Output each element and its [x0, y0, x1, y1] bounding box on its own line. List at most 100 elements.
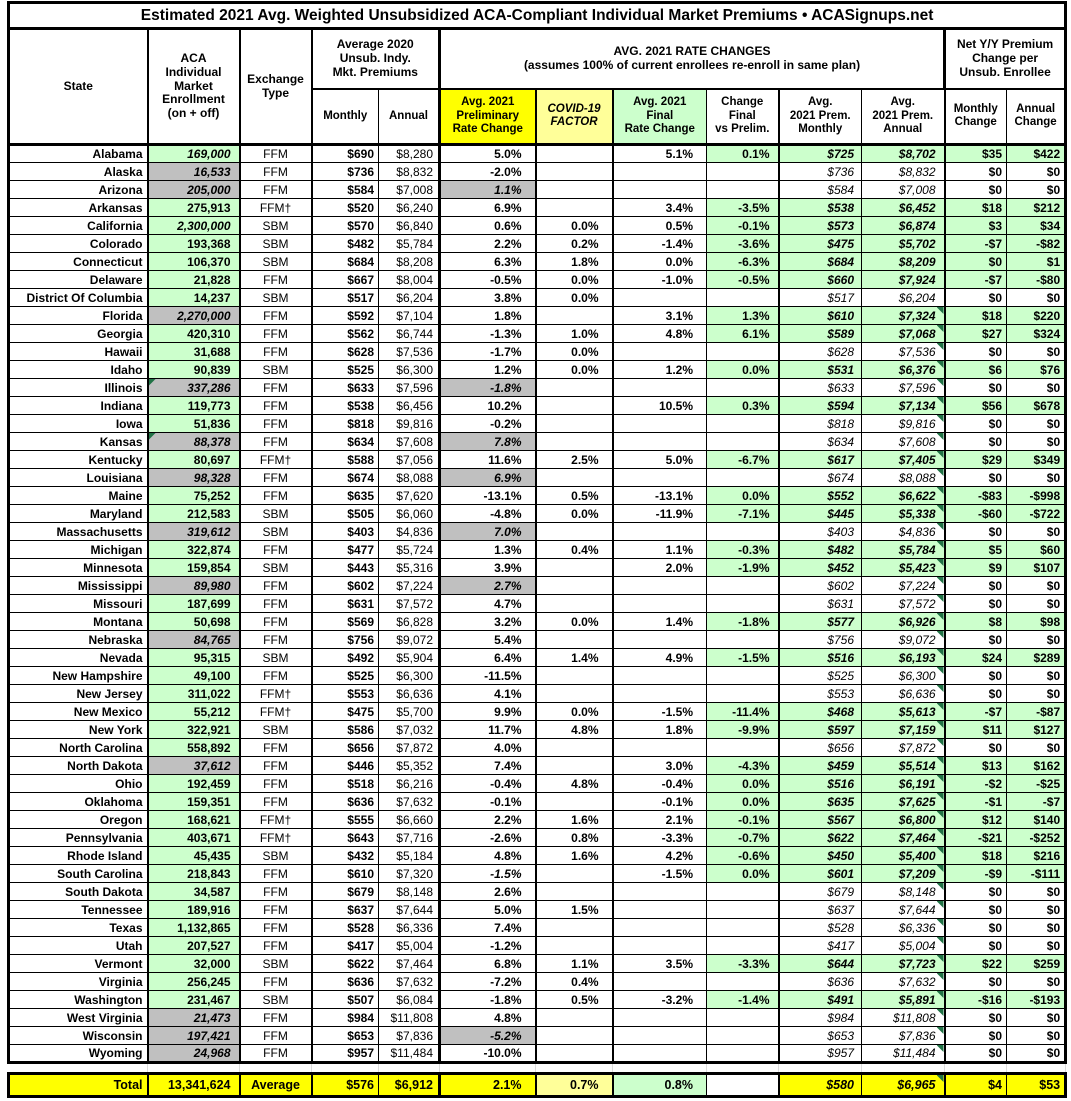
cell-net-monthly-change[interactable]: -$7 — [944, 702, 1007, 721]
cell-net-monthly-change[interactable]: $24 — [944, 648, 1007, 667]
cell-net-monthly-change[interactable]: $0 — [944, 1008, 1007, 1027]
cell-covid-factor[interactable] — [535, 576, 614, 595]
cell-net-annual-change[interactable]: $220 — [1006, 306, 1068, 325]
cell-monthly-2020[interactable]: $674 — [311, 468, 379, 487]
cell-change-vs-prelim[interactable] — [706, 1072, 780, 1098]
cell-2021-prem-monthly[interactable]: $601 — [778, 864, 862, 883]
cell-enrollment[interactable]: 231,467 — [147, 990, 241, 1009]
cell-net-monthly-change[interactable]: -$60 — [944, 504, 1007, 523]
cell-net-monthly-change[interactable]: $0 — [944, 630, 1007, 649]
cell-net-monthly-change[interactable]: $0 — [944, 288, 1007, 307]
cell-state[interactable]: South Carolina — [7, 864, 149, 883]
cell-monthly-2020[interactable]: $570 — [311, 216, 379, 235]
cell-exchange-type[interactable]: FFM† — [239, 198, 313, 217]
cell-state[interactable]: New Hampshire — [7, 666, 149, 685]
cell-exchange-type[interactable]: SBM — [239, 558, 313, 577]
cell-prelim-rate-change[interactable]: 2.7% — [439, 576, 537, 595]
cell-2021-prem-annual[interactable]: $11,808 — [861, 1008, 946, 1027]
cell-monthly-2020[interactable]: $736 — [311, 162, 379, 181]
cell-net-monthly-change[interactable]: $27 — [944, 324, 1007, 343]
cell-prelim-rate-change[interactable]: 4.8% — [439, 1008, 537, 1027]
cell-net-monthly-change[interactable]: $6 — [944, 360, 1007, 379]
cell-prelim-rate-change[interactable]: 7.4% — [439, 918, 537, 937]
cell-prelim-rate-change[interactable]: 6.4% — [439, 648, 537, 667]
cell-2021-prem-monthly[interactable]: $516 — [778, 774, 862, 793]
cell-state[interactable]: Alaska — [7, 162, 149, 181]
cell-2021-prem-annual[interactable]: $5,400 — [861, 846, 946, 865]
cell-exchange-type[interactable]: FFM — [239, 486, 313, 505]
cell-enrollment[interactable]: 14,237 — [147, 288, 241, 307]
cell-net-annual-change[interactable]: $0 — [1006, 936, 1068, 955]
cell-monthly-2020[interactable]: $417 — [311, 936, 379, 955]
cell-covid-factor[interactable] — [535, 684, 614, 703]
cell-exchange-type[interactable]: Average — [239, 1072, 313, 1098]
cell-final-rate-change[interactable]: 0.5% — [612, 216, 707, 235]
cell-net-annual-change[interactable]: -$722 — [1006, 504, 1068, 523]
cell-state[interactable]: Vermont — [7, 954, 149, 973]
cell-covid-factor[interactable] — [535, 162, 614, 181]
cell-net-monthly-change[interactable]: $18 — [944, 306, 1007, 325]
cell-state[interactable]: South Dakota — [7, 882, 149, 901]
cell-prelim-rate-change[interactable]: -5.2% — [439, 1026, 537, 1045]
cell-change-vs-prelim[interactable] — [706, 378, 780, 397]
cell-state[interactable]: Florida — [7, 306, 149, 325]
cell-covid-factor[interactable]: 0.0% — [535, 216, 614, 235]
cell-annual-2020[interactable]: $6,300 — [378, 666, 441, 685]
cell-final-rate-change[interactable]: -11.9% — [612, 504, 707, 523]
cell-exchange-type[interactable]: FFM — [239, 630, 313, 649]
cell-change-vs-prelim[interactable]: -1.5% — [706, 648, 780, 667]
cell-2021-prem-monthly[interactable]: $531 — [778, 360, 862, 379]
cell-net-monthly-change[interactable]: $0 — [944, 342, 1007, 361]
cell-2021-prem-annual[interactable]: $5,784 — [861, 540, 946, 559]
cell-change-vs-prelim[interactable]: -0.7% — [706, 828, 780, 847]
cell-covid-factor[interactable] — [535, 1026, 614, 1045]
cell-2021-prem-monthly[interactable]: $538 — [778, 198, 862, 217]
cell-net-annual-change[interactable]: $0 — [1006, 522, 1068, 541]
cell-2021-prem-monthly[interactable]: $584 — [778, 180, 862, 199]
cell-2021-prem-monthly[interactable]: $756 — [778, 630, 862, 649]
cell-enrollment[interactable]: 55,212 — [147, 702, 241, 721]
cell-net-monthly-change[interactable]: -$1 — [944, 792, 1007, 811]
cell-2021-prem-annual[interactable]: $6,800 — [861, 810, 946, 829]
cell-final-rate-change[interactable] — [612, 918, 707, 937]
cell-change-vs-prelim[interactable] — [706, 432, 780, 451]
cell-monthly-2020[interactable]: $634 — [311, 432, 379, 451]
cell-change-vs-prelim[interactable] — [706, 288, 780, 307]
cell-monthly-2020[interactable]: $584 — [311, 180, 379, 199]
cell-exchange-type[interactable]: FFM — [239, 792, 313, 811]
cell-monthly-2020[interactable]: $520 — [311, 198, 379, 217]
cell-net-annual-change[interactable]: $1 — [1006, 252, 1068, 271]
cell-net-annual-change[interactable]: -$7 — [1006, 792, 1068, 811]
cell-final-rate-change[interactable] — [612, 414, 707, 433]
cell-monthly-2020[interactable]: $656 — [311, 738, 379, 757]
cell-monthly-2020[interactable]: $569 — [311, 612, 379, 631]
cell-net-monthly-change[interactable]: $0 — [944, 684, 1007, 703]
cell-change-vs-prelim[interactable] — [706, 162, 780, 181]
cell-net-monthly-change[interactable]: $0 — [944, 900, 1007, 919]
cell-exchange-type[interactable]: FFM — [239, 936, 313, 955]
cell-state[interactable]: District Of Columbia — [7, 288, 149, 307]
cell-net-annual-change[interactable]: $216 — [1006, 846, 1068, 865]
cell-exchange-type[interactable]: FFM — [239, 738, 313, 757]
cell-prelim-rate-change[interactable]: -0.5% — [439, 270, 537, 289]
cell-prelim-rate-change[interactable]: 3.2% — [439, 612, 537, 631]
cell-2021-prem-monthly[interactable]: $653 — [778, 1026, 862, 1045]
cell-enrollment[interactable]: 322,874 — [147, 540, 241, 559]
cell-state[interactable]: Missouri — [7, 594, 149, 613]
cell-net-annual-change[interactable]: $324 — [1006, 324, 1068, 343]
cell-final-rate-change[interactable] — [612, 882, 707, 901]
cell-state[interactable]: North Dakota — [7, 756, 149, 775]
cell-net-annual-change[interactable]: $60 — [1006, 540, 1068, 559]
cell-2021-prem-annual[interactable]: $7,625 — [861, 792, 946, 811]
cell-2021-prem-monthly[interactable]: $567 — [778, 810, 862, 829]
cell-enrollment[interactable]: 168,621 — [147, 810, 241, 829]
cell-annual-2020[interactable]: $6,084 — [378, 990, 441, 1009]
cell-final-rate-change[interactable] — [612, 288, 707, 307]
cell-prelim-rate-change[interactable]: -2.6% — [439, 828, 537, 847]
cell-covid-factor[interactable]: 0.5% — [535, 990, 614, 1009]
cell-covid-factor[interactable]: 4.8% — [535, 774, 614, 793]
cell-2021-prem-monthly[interactable]: $634 — [778, 432, 862, 451]
cell-change-vs-prelim[interactable]: -0.1% — [706, 810, 780, 829]
cell-monthly-2020[interactable]: $525 — [311, 666, 379, 685]
cell-monthly-2020[interactable]: $446 — [311, 756, 379, 775]
